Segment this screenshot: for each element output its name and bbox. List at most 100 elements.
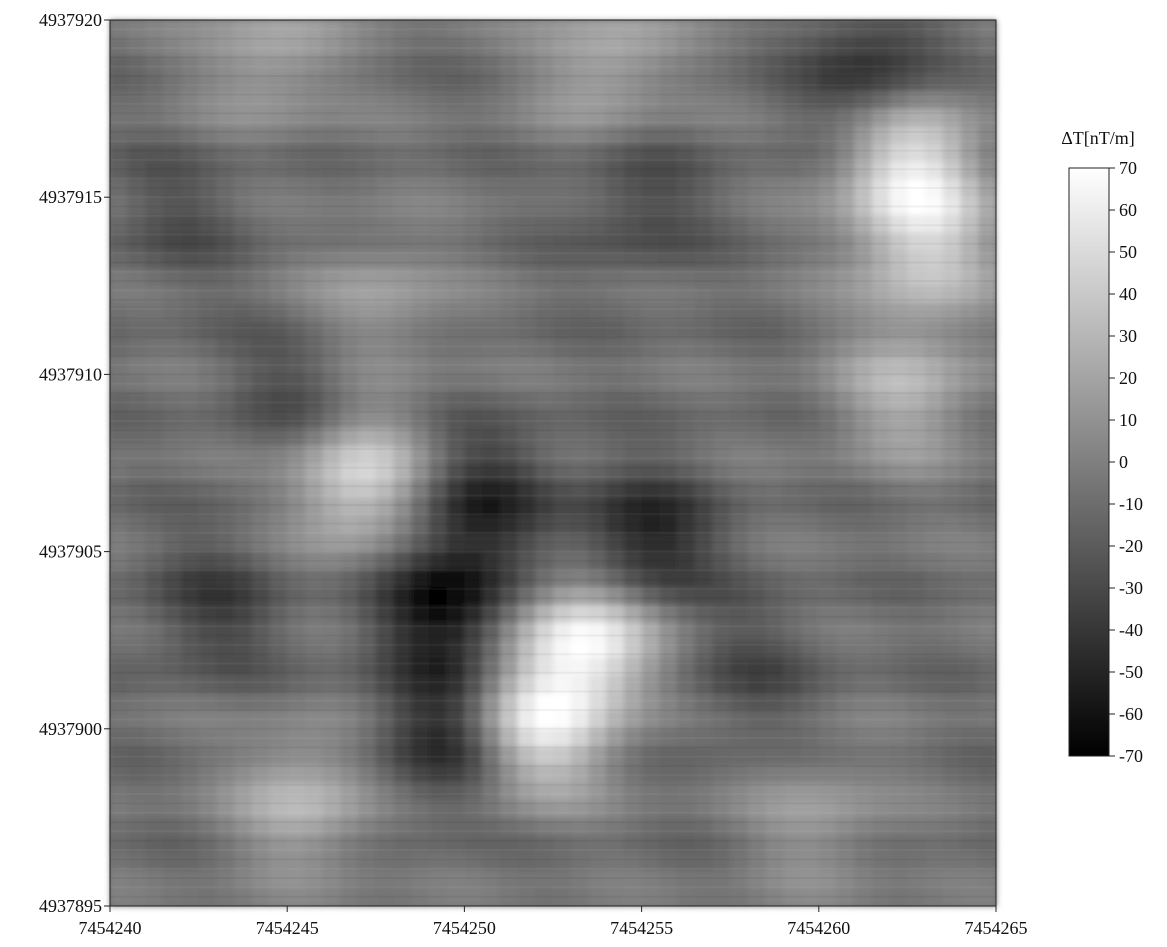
heatmap-cell (553, 90, 572, 110)
heatmap-cell (127, 37, 147, 57)
heatmap-cell (730, 374, 749, 393)
heatmap-cell (871, 675, 891, 694)
colorbar-tick-label: -70 (1119, 746, 1143, 766)
heatmap-cell (340, 498, 359, 517)
heatmap-cell (340, 144, 359, 163)
heatmap-cell (712, 73, 731, 92)
heatmap-cell (641, 90, 660, 110)
heatmap-cell (730, 888, 749, 907)
heatmap-cell (925, 516, 944, 535)
heatmap-cell (570, 622, 590, 641)
heatmap-cell (358, 551, 377, 570)
heatmap-cell (783, 338, 802, 358)
heatmap-cell (730, 55, 749, 74)
heatmap-cell (110, 711, 129, 730)
heatmap-cell (641, 73, 660, 92)
heatmap-cell (535, 657, 554, 677)
heatmap-cell (854, 321, 873, 340)
heatmap-cell (765, 268, 784, 287)
heatmap-cell (925, 179, 944, 198)
heatmap-cell (287, 392, 306, 411)
heatmap-cell (942, 516, 962, 535)
heatmap-cell (836, 161, 855, 181)
heatmap-cell (322, 338, 341, 358)
heatmap-cell (375, 356, 395, 375)
heatmap-cell (110, 268, 129, 287)
heatmap-cell (482, 657, 501, 677)
heatmap-cell (694, 179, 714, 198)
heatmap-cell (854, 392, 873, 411)
heatmap-cell (871, 498, 891, 517)
heatmap-cell (641, 392, 660, 411)
heatmap-cell (694, 250, 714, 269)
heatmap-cell (446, 250, 465, 269)
heatmap-cell (677, 728, 696, 748)
heatmap-cell (942, 268, 962, 287)
heatmap-cell (535, 640, 554, 659)
heatmap-cell (907, 516, 926, 535)
heatmap-cell (322, 480, 341, 500)
heatmap-cell (606, 498, 625, 517)
heatmap-cell (251, 463, 271, 482)
heatmap-cell (163, 835, 182, 854)
heatmap-cell (588, 675, 607, 694)
heatmap-cell (482, 356, 501, 375)
heatmap-cell (110, 445, 129, 464)
heatmap-cell (482, 409, 501, 429)
heatmap-cell (517, 285, 536, 305)
heatmap-cell (446, 498, 465, 517)
heatmap-cell (871, 409, 891, 429)
heatmap-cell (375, 214, 395, 234)
heatmap-cell (978, 445, 997, 464)
heatmap-cell (127, 321, 147, 340)
heatmap-cell (304, 268, 324, 287)
heatmap-cell (623, 516, 643, 535)
heatmap-cell (836, 622, 855, 641)
heatmap-cell (393, 569, 412, 588)
heatmap-cell (818, 728, 838, 748)
heatmap-cell (907, 569, 926, 588)
heatmap-cell (818, 90, 838, 110)
heatmap-cell (287, 533, 306, 553)
heatmap-cell (358, 250, 377, 269)
heatmap-cell (127, 870, 147, 889)
heatmap-cell (978, 285, 997, 305)
heatmap-cell (553, 55, 572, 74)
heatmap-cell (659, 445, 678, 464)
heatmap-cell (783, 852, 802, 872)
heatmap-cell (269, 463, 288, 482)
heatmap-cell (818, 303, 838, 322)
heatmap-cell (978, 746, 997, 765)
heatmap-cell (287, 657, 306, 677)
heatmap-cell (694, 817, 714, 836)
heatmap-cell (180, 179, 200, 198)
heatmap-cell (482, 852, 501, 872)
heatmap-cell (198, 888, 217, 907)
heatmap-cell (269, 498, 288, 517)
heatmap-cell (446, 870, 465, 889)
heatmap-cell (251, 852, 271, 872)
heatmap-cell (375, 179, 395, 198)
heatmap-cell (730, 693, 749, 712)
heatmap-cell (907, 498, 926, 517)
heatmap-cell (464, 90, 483, 110)
heatmap-cell (641, 356, 660, 375)
heatmap-cell (180, 604, 200, 624)
heatmap-cell (623, 728, 643, 748)
heatmap-cell (322, 852, 341, 872)
heatmap-cell (783, 604, 802, 624)
heatmap-cell (393, 764, 412, 783)
heatmap-cell (287, 746, 306, 765)
heatmap-cell (694, 870, 714, 889)
heatmap-cell (960, 409, 979, 429)
heatmap-cell (889, 232, 908, 251)
heatmap-cell (730, 90, 749, 110)
heatmap-cell (234, 799, 253, 818)
heatmap-cell (180, 126, 200, 145)
heatmap-cell (606, 781, 625, 801)
heatmap-cell (588, 870, 607, 889)
heatmap-cell (110, 179, 129, 198)
heatmap-cell (677, 445, 696, 464)
heatmap-cell (517, 214, 536, 234)
heatmap-cell (428, 675, 448, 694)
